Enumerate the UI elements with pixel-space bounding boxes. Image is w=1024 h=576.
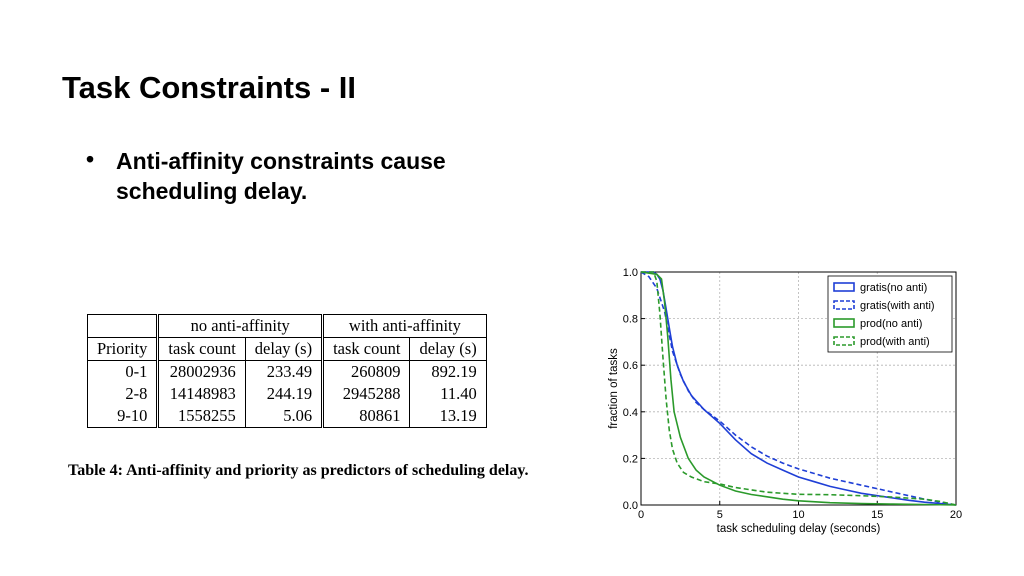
table-cell: 233.49: [245, 360, 325, 383]
y-tick-label: 0.0: [623, 500, 638, 512]
y-tick-label: 0.4: [623, 407, 638, 419]
legend-label: gratis(no anti): [860, 282, 927, 294]
legend-box: [827, 275, 953, 353]
series-line: [640, 271, 957, 506]
x-tick-label: 5: [717, 509, 723, 521]
bullet-item: • Anti-affinity constraints cause schedu…: [86, 146, 526, 206]
bullet-list: • Anti-affinity constraints cause schedu…: [86, 146, 526, 206]
legend-swatch: [833, 282, 855, 292]
table-cell: 13.19: [409, 405, 487, 428]
legend-swatch: [833, 318, 855, 328]
legend-swatch: [833, 300, 855, 310]
table-cell: 892.19: [409, 360, 487, 383]
y-tick-label: 1.0: [623, 267, 638, 279]
table-cell: 2945288: [322, 383, 411, 405]
table-cell: 14148983: [157, 383, 246, 405]
table-cell: 5.06: [245, 405, 325, 428]
series-line: [641, 271, 957, 506]
table-caption: Table 4: Anti-affinity and priority as p…: [68, 462, 529, 479]
y-axis-label: fraction of tasks: [608, 348, 620, 429]
table-col-header: Priority: [86, 337, 160, 361]
x-tick-label: 20: [950, 509, 962, 521]
table-header-row: Priority task count delay (s) task count…: [86, 337, 487, 361]
table-col-header: task count: [157, 337, 246, 361]
y-tick-label: 0.6: [623, 360, 638, 372]
legend-label: gratis(with anti): [860, 300, 935, 312]
table-cell: 11.40: [409, 383, 487, 405]
table-cell: 2-8: [86, 383, 160, 405]
table-cell: 28002936: [157, 360, 246, 383]
results-table: no anti-affinity with anti-affinity Prio…: [86, 314, 487, 428]
table-cell: 244.19: [245, 383, 325, 405]
table-row: 0-1 28002936 233.49 260809 892.19: [86, 360, 487, 383]
table-group-header: with anti-affinity: [322, 314, 487, 338]
table-cell: 260809: [322, 360, 411, 383]
y-tick-label: 0.2: [623, 453, 638, 465]
table-cell: 1558255: [157, 405, 246, 428]
delay-cdf-chart: 0 5 10 15 20 0.0 0.2 0.4 0.6 0.8 1.0 task schedulin…: [608, 267, 962, 535]
table-col-header: delay (s): [245, 337, 325, 361]
table-cell: 0-1: [86, 360, 160, 383]
x-tick-label: 15: [871, 509, 883, 521]
table-cell: 80861: [322, 405, 411, 428]
table-cell: 9-10: [86, 405, 160, 428]
y-tick-label: 0.8: [623, 314, 638, 326]
legend-label: prod(with anti): [860, 336, 930, 348]
table-col-header: task count: [322, 337, 411, 361]
x-axis-label: task scheduling delay (seconds): [717, 523, 881, 535]
bullet-dot-icon: •: [86, 146, 95, 172]
series-line: [640, 271, 957, 506]
x-tick-label: 0: [638, 509, 644, 521]
slide-title: Task Constraints - II: [62, 70, 356, 105]
table-col-header: delay (s): [409, 337, 487, 361]
table-group-header: no anti-affinity: [157, 314, 325, 338]
legend-label: prod(no anti): [860, 318, 922, 330]
table-group-header-row: no anti-affinity with anti-affinity: [86, 314, 487, 338]
bullet-text: Anti-affinity constraints cause scheduli…: [116, 148, 446, 204]
legend-swatch: [833, 336, 855, 346]
table-row: 9-10 1558255 5.06 80861 13.19: [86, 405, 487, 428]
table-corner-cell: [86, 314, 160, 338]
table-row: 2-8 14148983 244.19 2945288 11.40: [86, 383, 487, 405]
x-tick-label: 10: [792, 509, 804, 521]
